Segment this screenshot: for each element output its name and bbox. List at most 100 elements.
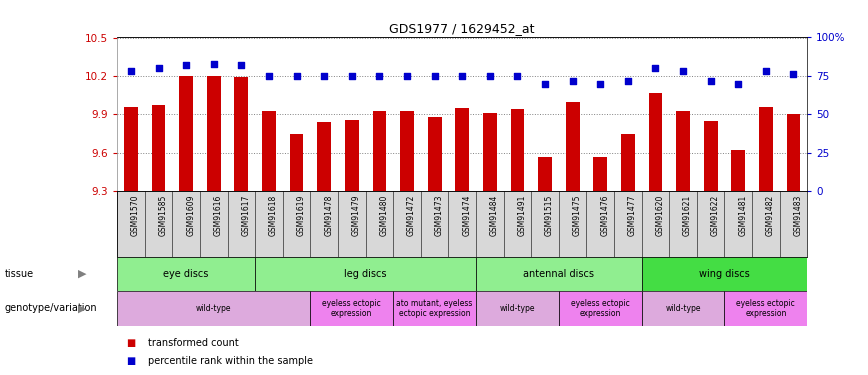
Text: ■: ■: [126, 356, 135, 366]
Text: GSM91619: GSM91619: [297, 195, 306, 236]
Text: ato mutant, eyeless
ectopic expression: ato mutant, eyeless ectopic expression: [397, 299, 473, 318]
Point: [372, 73, 386, 79]
Point: [152, 65, 166, 71]
Text: eyeless ectopic
expression: eyeless ectopic expression: [571, 299, 629, 318]
Text: GSM91476: GSM91476: [601, 195, 609, 236]
Point: [455, 73, 469, 79]
Point: [428, 73, 442, 79]
Bar: [732, 150, 745, 191]
Text: antennal discs: antennal discs: [523, 269, 595, 279]
Point: [704, 78, 718, 84]
Text: GSM91482: GSM91482: [766, 195, 775, 236]
Text: GSM91622: GSM91622: [711, 195, 720, 236]
Bar: [476, 257, 641, 291]
Point: [621, 78, 635, 84]
Bar: [676, 111, 690, 191]
Text: GSM91473: GSM91473: [435, 195, 444, 236]
Bar: [262, 111, 276, 191]
Bar: [345, 120, 358, 191]
Text: GSM91617: GSM91617: [241, 195, 250, 236]
Text: GSM91478: GSM91478: [325, 195, 333, 236]
Point: [759, 68, 773, 74]
Bar: [207, 76, 220, 191]
Text: ▶: ▶: [78, 269, 87, 279]
Bar: [648, 93, 662, 191]
Point: [179, 62, 193, 68]
Point: [786, 71, 800, 77]
Text: wild-type: wild-type: [665, 304, 700, 313]
Bar: [566, 102, 580, 191]
Bar: [538, 157, 552, 191]
Text: GSM91479: GSM91479: [352, 195, 361, 236]
Bar: [594, 157, 607, 191]
Point: [124, 68, 138, 74]
Bar: [152, 105, 166, 191]
Bar: [393, 291, 476, 326]
Text: eyeless ectopic
expression: eyeless ectopic expression: [322, 299, 381, 318]
Bar: [290, 134, 304, 191]
Bar: [725, 291, 807, 326]
Bar: [311, 291, 393, 326]
Text: GSM91477: GSM91477: [628, 195, 637, 236]
Text: GSM91609: GSM91609: [186, 195, 195, 236]
Text: tissue: tissue: [4, 269, 34, 279]
Point: [207, 61, 220, 67]
Bar: [117, 257, 255, 291]
Text: GSM91484: GSM91484: [490, 195, 499, 236]
Text: percentile rank within the sample: percentile rank within the sample: [148, 356, 312, 366]
Bar: [428, 117, 442, 191]
Point: [538, 81, 552, 87]
Point: [318, 73, 332, 79]
Text: wing discs: wing discs: [699, 269, 750, 279]
Text: eyeless ectopic
expression: eyeless ectopic expression: [736, 299, 795, 318]
Bar: [786, 114, 800, 191]
Text: wild-type: wild-type: [500, 304, 536, 313]
Text: GSM91472: GSM91472: [407, 195, 416, 236]
Text: wild-type: wild-type: [196, 304, 232, 313]
Point: [510, 73, 524, 79]
Bar: [559, 291, 641, 326]
Text: GSM91515: GSM91515: [545, 195, 554, 236]
Point: [290, 73, 304, 79]
Point: [483, 73, 496, 79]
Point: [731, 81, 745, 87]
Bar: [510, 109, 524, 191]
Text: genotype/variation: genotype/variation: [4, 303, 97, 313]
Bar: [641, 257, 807, 291]
Text: GSM91621: GSM91621: [683, 195, 692, 236]
Bar: [318, 122, 331, 191]
Bar: [621, 134, 635, 191]
Title: GDS1977 / 1629452_at: GDS1977 / 1629452_at: [390, 22, 535, 35]
Point: [594, 81, 608, 87]
Bar: [117, 291, 311, 326]
Point: [345, 73, 358, 79]
Bar: [372, 111, 386, 191]
Point: [234, 62, 248, 68]
Text: leg discs: leg discs: [345, 269, 387, 279]
Text: GSM91616: GSM91616: [214, 195, 223, 236]
Text: ▶: ▶: [78, 303, 87, 313]
Point: [566, 78, 580, 84]
Bar: [704, 121, 718, 191]
Text: GSM91620: GSM91620: [655, 195, 664, 236]
Text: GSM91570: GSM91570: [131, 195, 140, 236]
Bar: [124, 107, 138, 191]
Point: [262, 73, 276, 79]
Text: transformed count: transformed count: [148, 338, 239, 348]
Text: ■: ■: [126, 338, 135, 348]
Bar: [456, 108, 469, 191]
Bar: [483, 113, 496, 191]
Bar: [476, 291, 559, 326]
Point: [676, 68, 690, 74]
Text: GSM91474: GSM91474: [462, 195, 471, 236]
Bar: [400, 111, 414, 191]
Point: [648, 65, 662, 71]
Text: GSM91483: GSM91483: [793, 195, 802, 236]
Text: GSM91585: GSM91585: [159, 195, 168, 236]
Text: GSM91480: GSM91480: [379, 195, 388, 236]
Text: GSM91475: GSM91475: [573, 195, 582, 236]
Text: GSM91491: GSM91491: [517, 195, 526, 236]
Bar: [255, 257, 476, 291]
Bar: [180, 76, 193, 191]
Text: GSM91618: GSM91618: [269, 195, 278, 236]
